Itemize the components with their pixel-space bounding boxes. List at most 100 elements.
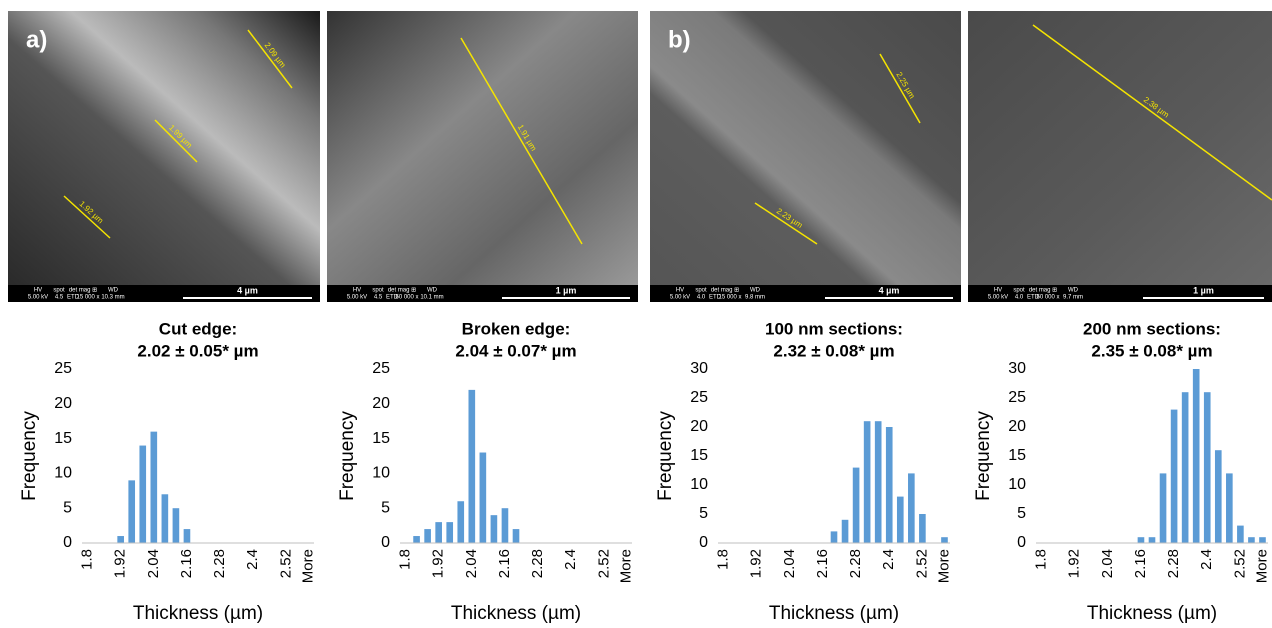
bar bbox=[183, 529, 191, 543]
x-tick-label: 2.52 bbox=[277, 549, 294, 578]
info-text: spot bbox=[1013, 288, 1025, 294]
measure-line bbox=[879, 53, 921, 124]
info-text: ETD bbox=[386, 295, 399, 301]
info-text: 10.3 mm bbox=[101, 295, 124, 301]
bar bbox=[161, 494, 169, 543]
bar bbox=[1248, 537, 1255, 543]
info-text: mag ⊞ bbox=[721, 288, 739, 294]
bar bbox=[457, 501, 465, 543]
x-tick-label: 2.28 bbox=[529, 549, 546, 578]
bar bbox=[150, 431, 158, 543]
info-text: 9.7 mm bbox=[1063, 295, 1083, 301]
y-axis-label: Frequency bbox=[655, 411, 676, 501]
x-tick-label: More bbox=[935, 549, 952, 583]
y-tick-label: 25 bbox=[372, 360, 390, 377]
bar bbox=[919, 514, 926, 543]
x-tick-label: 2.4 bbox=[244, 549, 261, 570]
y-axis-label: Frequency bbox=[337, 411, 358, 501]
scale-label: 1 µm bbox=[1193, 285, 1214, 295]
measure-line bbox=[1032, 24, 1272, 201]
chart-title: Cut edge: bbox=[159, 319, 237, 338]
info-text: spot bbox=[53, 288, 65, 294]
chart-title: 2.04 ± 0.07* µm bbox=[455, 341, 576, 360]
info-text: ETD bbox=[1027, 295, 1040, 301]
info-text: ETD bbox=[709, 295, 722, 301]
y-tick-label: 10 bbox=[1008, 476, 1026, 493]
info-text: mag ⊞ bbox=[1039, 288, 1057, 294]
x-tick-label: More bbox=[299, 549, 316, 583]
info-text: det bbox=[1029, 288, 1038, 294]
bar bbox=[468, 389, 476, 543]
y-tick-label: 25 bbox=[690, 389, 708, 406]
y-tick-label: 20 bbox=[54, 395, 72, 412]
x-tick-label: 2.04 bbox=[1099, 549, 1116, 578]
bar bbox=[424, 529, 431, 543]
x-axis-label: Thickness (µm) bbox=[133, 603, 263, 624]
y-tick-label: 5 bbox=[381, 499, 390, 516]
bar bbox=[841, 519, 849, 543]
bar bbox=[501, 508, 509, 543]
y-tick-label: 30 bbox=[690, 360, 708, 377]
info-text: 60 000 x bbox=[395, 295, 418, 301]
bar bbox=[1192, 369, 1200, 543]
chart-title: Broken edge: bbox=[462, 319, 571, 338]
y-tick-label: 0 bbox=[1017, 534, 1026, 551]
x-tick-label: 2.4 bbox=[1198, 549, 1215, 570]
info-text: 5.00 kV bbox=[988, 295, 1008, 301]
info-text: HV bbox=[994, 288, 1002, 294]
info-text: mag ⊞ bbox=[79, 288, 97, 294]
bar bbox=[117, 536, 124, 543]
measure-line bbox=[63, 195, 111, 239]
x-tick-label: 1.92 bbox=[430, 549, 447, 578]
info-text: 60 000 x bbox=[1036, 295, 1059, 301]
x-axis-label: Thickness (µm) bbox=[451, 603, 581, 624]
bar bbox=[896, 496, 904, 543]
x-tick-label: 2.16 bbox=[496, 549, 513, 578]
bar bbox=[446, 522, 454, 543]
bar bbox=[1137, 537, 1145, 543]
x-tick-label: 2.4 bbox=[880, 549, 897, 570]
bar bbox=[1203, 392, 1211, 543]
x-tick-label: 2.28 bbox=[847, 549, 864, 578]
y-tick-label: 5 bbox=[699, 505, 708, 522]
x-tick-label: 2.04 bbox=[145, 549, 162, 578]
y-tick-label: 10 bbox=[54, 465, 72, 482]
x-tick-label: More bbox=[1253, 549, 1270, 583]
scale-label: 1 µm bbox=[556, 285, 577, 295]
measure-line bbox=[247, 29, 293, 89]
y-tick-label: 25 bbox=[1008, 389, 1026, 406]
y-tick-label: 30 bbox=[1008, 360, 1026, 377]
y-tick-label: 20 bbox=[690, 418, 708, 435]
y-tick-label: 20 bbox=[1008, 418, 1026, 435]
info-text: 4.0 bbox=[697, 295, 706, 301]
info-text: 15 000 x bbox=[76, 295, 99, 301]
info-text: WD bbox=[1068, 288, 1079, 294]
x-tick-label: 1.8 bbox=[78, 549, 95, 570]
x-tick-label: 2.52 bbox=[1231, 549, 1248, 578]
info-text: WD bbox=[750, 288, 761, 294]
sem-image bbox=[327, 11, 638, 285]
x-tick-label: 2.28 bbox=[1165, 549, 1182, 578]
info-text: 5.00 kV bbox=[28, 295, 48, 301]
info-text: HV bbox=[676, 288, 684, 294]
bar bbox=[863, 421, 871, 543]
chart-title: 2.35 ± 0.08* µm bbox=[1091, 341, 1212, 360]
y-axis-label: Frequency bbox=[973, 411, 994, 501]
info-text: 4.0 bbox=[1015, 295, 1024, 301]
x-tick-label: 1.8 bbox=[714, 549, 731, 570]
y-tick-label: 5 bbox=[1017, 505, 1026, 522]
x-tick-label: 1.8 bbox=[1032, 549, 1049, 570]
y-tick-label: 0 bbox=[381, 534, 390, 551]
y-tick-label: 25 bbox=[54, 360, 72, 377]
x-axis-label: Thickness (µm) bbox=[769, 603, 899, 624]
sem-image bbox=[968, 11, 1272, 285]
chart-title: 2.32 ± 0.08* µm bbox=[773, 341, 894, 360]
y-tick-label: 0 bbox=[63, 534, 72, 551]
bar bbox=[490, 515, 498, 543]
info-text: det bbox=[69, 288, 78, 294]
y-axis-label: Frequency bbox=[19, 411, 40, 501]
y-tick-label: 15 bbox=[1008, 447, 1026, 464]
bar bbox=[1159, 473, 1167, 543]
x-tick-label: 2.16 bbox=[1132, 549, 1149, 578]
x-tick-label: 2.16 bbox=[178, 549, 195, 578]
